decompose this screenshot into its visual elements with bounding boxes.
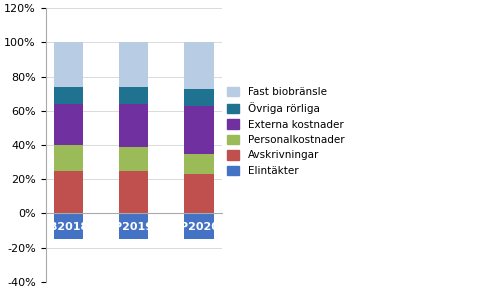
Legend: Fast biobränsle, Övriga rörliga, Externa kostnader, Personalkostnader, Avskrivni: Fast biobränsle, Övriga rörliga, Externa… (227, 87, 344, 176)
Bar (184, 106, 213, 154)
Bar (119, 104, 148, 147)
Bar (54, 213, 83, 239)
Bar (54, 171, 83, 213)
Bar (184, 88, 213, 106)
Bar (119, 42, 148, 87)
Bar (184, 174, 213, 213)
Bar (119, 147, 148, 171)
Text: P2019: P2019 (114, 222, 153, 232)
Bar (119, 213, 148, 239)
Text: B2018: B2018 (49, 222, 88, 232)
Bar (54, 145, 83, 171)
Bar (54, 104, 83, 145)
Bar (119, 87, 148, 104)
Bar (54, 42, 83, 87)
Bar (184, 42, 213, 88)
Bar (184, 154, 213, 174)
Bar (54, 87, 83, 104)
Bar (184, 213, 213, 239)
Text: P2020: P2020 (180, 222, 218, 232)
Bar (119, 171, 148, 213)
